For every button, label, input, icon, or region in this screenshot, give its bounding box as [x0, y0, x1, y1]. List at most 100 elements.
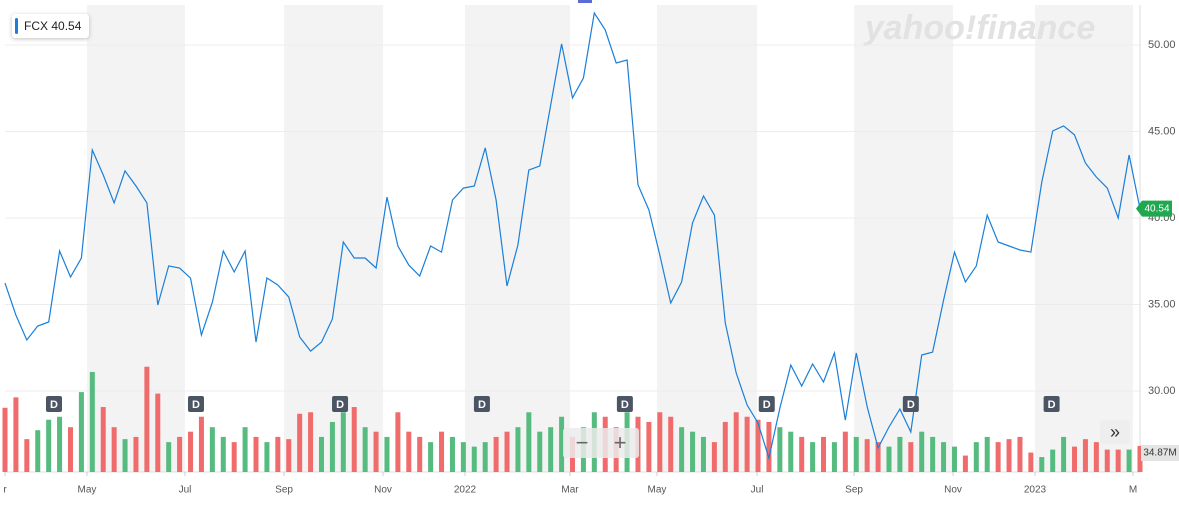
- legend-price: 40.54: [51, 19, 82, 33]
- volume-bar: [482, 442, 488, 472]
- volume-bar: [133, 436, 139, 472]
- y-tick-label: 30.00: [1148, 385, 1176, 397]
- volume-bar: [155, 393, 161, 472]
- volume-bar: [1093, 442, 1099, 472]
- dividend-marker: [332, 396, 349, 412]
- volume-bar: [853, 436, 859, 472]
- volume-bar: [951, 446, 957, 472]
- dividend-marker: [902, 396, 919, 412]
- volume-bar: [122, 439, 128, 472]
- dividend-label: D: [478, 399, 486, 411]
- watermark: yahoo!finance: [863, 9, 1095, 47]
- y-tick-label: 45.00: [1148, 125, 1176, 137]
- volume-tag: 34.87M: [1143, 448, 1176, 459]
- volume-bar: [908, 442, 914, 472]
- volume-bar: [504, 431, 510, 472]
- volume-bar: [1006, 439, 1012, 472]
- volume-bar: [471, 446, 477, 472]
- zoom-out[interactable]: −: [575, 430, 589, 455]
- volume-bar: [78, 392, 84, 472]
- dividend-marker: [1043, 396, 1060, 412]
- volume-bar: [831, 442, 837, 472]
- volume-bar: [439, 431, 445, 472]
- volume-bar: [264, 442, 270, 472]
- dividend-label: D: [1048, 399, 1056, 411]
- volume-bar: [286, 439, 292, 472]
- zoom-in[interactable]: +: [613, 430, 627, 455]
- volume-bar: [1028, 452, 1034, 472]
- volume-bar: [1072, 446, 1078, 472]
- band: [86, 5, 185, 472]
- volume-bar: [449, 436, 455, 472]
- dividend-marker: [473, 396, 490, 412]
- volume-bar: [526, 412, 532, 472]
- x-tick-label: r: [3, 485, 7, 496]
- volume-bar: [220, 436, 226, 472]
- volume-tag-bg: [1141, 445, 1179, 461]
- dividend-label: D: [50, 399, 58, 411]
- volume-bar: [89, 371, 95, 472]
- x-tick-label: Sep: [845, 485, 863, 496]
- volume-bar: [406, 431, 412, 472]
- x-tick-label: May: [648, 485, 667, 496]
- volume-bar: [67, 427, 73, 472]
- volume-bar: [1137, 445, 1143, 472]
- x-tick-label: Jul: [751, 485, 764, 496]
- range-handle[interactable]: [578, 0, 592, 3]
- price-line: [4, 11, 1141, 461]
- volume-bar: [395, 412, 401, 472]
- volume-bar: [275, 436, 281, 472]
- x-tick-label: Nov: [374, 485, 392, 496]
- dividend-marker: [46, 396, 63, 412]
- band: [465, 5, 570, 472]
- volume-bar: [973, 442, 979, 472]
- volume-bar: [1082, 439, 1088, 472]
- volume-bar: [460, 442, 466, 472]
- volume-bar: [329, 421, 335, 472]
- y-tick-label: 50.00: [1148, 39, 1176, 51]
- volume-bar: [941, 442, 947, 472]
- dividend-label: D: [621, 399, 629, 411]
- expand-button[interactable]: »: [1100, 420, 1130, 444]
- volume-bar: [297, 413, 303, 472]
- volume-bar: [318, 436, 324, 472]
- volume-bar: [799, 436, 805, 472]
- zoom-controls: − +: [563, 428, 639, 458]
- volume-bar: [57, 416, 63, 472]
- dividend-marker: [758, 396, 775, 412]
- volume-bar: [962, 455, 968, 472]
- volume-bar: [537, 431, 543, 472]
- volume-bar: [700, 436, 706, 472]
- volume-bar: [2, 407, 8, 472]
- volume-bar: [711, 442, 717, 472]
- band: [1035, 5, 1134, 472]
- x-tick-label: May: [78, 485, 97, 496]
- volume-bar: [842, 431, 848, 472]
- x-tick-label: 2022: [454, 485, 477, 496]
- volume-bar: [417, 436, 423, 472]
- y-tick-label: 35.00: [1148, 298, 1176, 310]
- volume-bar: [559, 416, 565, 472]
- volume-bar: [548, 427, 554, 472]
- band: [854, 5, 954, 472]
- volume-bar: [351, 407, 357, 472]
- volume-bar: [1126, 449, 1132, 472]
- volume-bar: [209, 427, 215, 472]
- volume-bar: [897, 436, 903, 472]
- x-tick-label: Nov: [944, 485, 962, 496]
- volume-bar: [668, 416, 674, 472]
- dividend-label: D: [192, 399, 200, 411]
- volume-bar: [188, 431, 194, 472]
- legend: FCX 40.54: [12, 14, 90, 38]
- volume-bar: [373, 431, 379, 472]
- volume-bar: [340, 412, 346, 472]
- volume-bar: [493, 436, 499, 472]
- price-tag: 40.54: [1144, 203, 1169, 214]
- volume-bar: [166, 442, 172, 472]
- volume-bar: [308, 412, 314, 472]
- volume-bar: [242, 427, 248, 472]
- volume-bar: [1017, 436, 1023, 472]
- x-tick-label: M: [1129, 485, 1137, 496]
